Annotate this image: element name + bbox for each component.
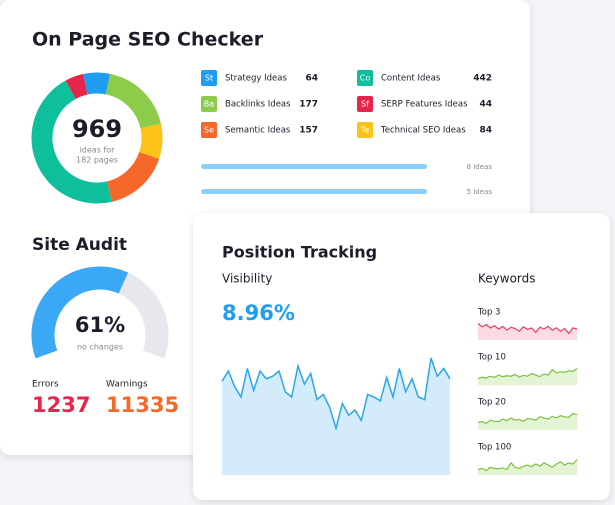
idea-value: 157 <box>299 126 318 136</box>
idea-badge <box>357 96 373 112</box>
idea-label: Strategy Ideas <box>225 74 287 84</box>
idea-label: Technical SEO Ideas <box>380 126 466 136</box>
keyword-label: Top 3 <box>477 308 500 318</box>
keyword-label: Top 20 <box>477 398 506 408</box>
warnings-value: 11335 <box>106 393 179 417</box>
sparkline <box>477 368 578 379</box>
donut-segment <box>83 72 111 95</box>
idea-label: SERP Features Ideas <box>381 100 468 110</box>
sparkline <box>477 412 578 425</box>
card-title: On Page SEO Checker <box>32 29 264 51</box>
donut-segment <box>139 123 163 159</box>
card-title: Position Tracking <box>222 243 377 262</box>
badge-text: Ba <box>204 100 214 109</box>
progress-label: 5 Ideas <box>467 188 493 196</box>
donut-segment <box>106 151 160 202</box>
audit-caption: no changes <box>77 343 123 352</box>
idea-value: 44 <box>479 100 492 110</box>
visibility-value: 8.96% <box>222 301 295 325</box>
idea-badge <box>201 70 217 86</box>
total-ideas: 969 <box>72 115 122 143</box>
idea-badge <box>201 122 217 138</box>
badge-text: Co <box>360 74 371 83</box>
badge-text: Sf <box>361 100 369 109</box>
idea-label: Content Ideas <box>381 74 441 84</box>
gauge-value <box>31 266 129 359</box>
idea-badge <box>357 70 373 86</box>
badge-text: St <box>205 74 213 83</box>
progress-bar <box>201 189 427 194</box>
donut-segment <box>31 80 112 204</box>
errors-value: 1237 <box>32 393 90 417</box>
idea-badge <box>357 122 373 138</box>
badge-text: Te <box>360 126 370 135</box>
keywords-label: Keywords <box>478 272 536 286</box>
card-title: Site Audit <box>32 235 127 255</box>
sparkline <box>477 323 578 335</box>
keyword-label: Top 100 <box>477 443 511 453</box>
idea-label: Semantic Ideas <box>225 126 291 136</box>
badge-text: Se <box>204 126 214 135</box>
idea-badge <box>201 96 217 112</box>
keyword-label: Top 10 <box>477 353 506 363</box>
idea-value: 84 <box>479 126 492 136</box>
visibility-label: Visibility <box>222 272 272 286</box>
idea-value: 177 <box>299 100 318 110</box>
donut-segment <box>105 73 161 129</box>
idea-value: 442 <box>473 74 492 84</box>
progress-bar <box>201 164 427 169</box>
idea-value: 64 <box>305 74 318 84</box>
visibility-area <box>222 358 450 475</box>
warnings-label: Warnings <box>106 380 148 390</box>
donut-segment <box>65 74 88 100</box>
sparkline <box>477 459 578 472</box>
total-caption: 182 pages <box>76 156 118 165</box>
sparkline-area <box>478 459 577 475</box>
progress-label: 8 Ideas <box>467 163 493 171</box>
sparkline-area <box>478 413 577 430</box>
sparkline-area <box>478 323 577 340</box>
errors-label: Errors <box>32 380 59 390</box>
audit-score: 61% <box>75 313 125 337</box>
visibility-line <box>221 357 451 431</box>
total-caption: ideas for <box>80 146 116 155</box>
idea-label: Backlinks Ideas <box>225 100 291 110</box>
